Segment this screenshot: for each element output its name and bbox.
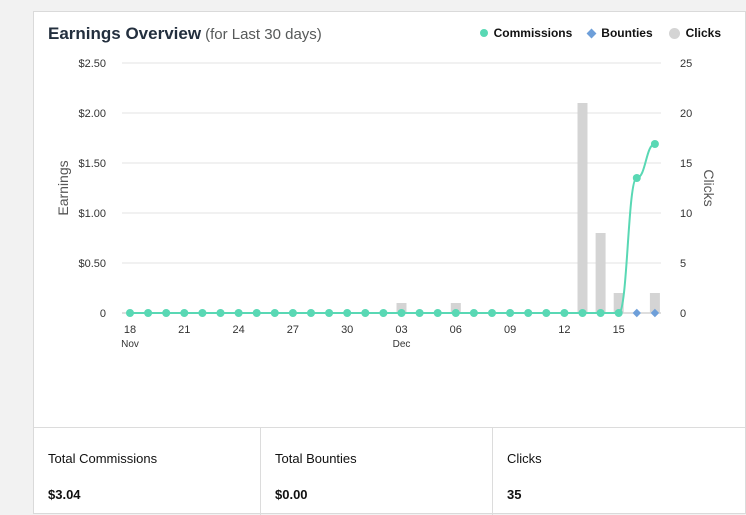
commissions-point xyxy=(252,309,261,317)
stat-value: $0.00 xyxy=(275,487,308,502)
card-header: Earnings Overview (for Last 30 days) xyxy=(48,24,745,48)
y-tick-label: $2.00 xyxy=(78,108,106,120)
y2-tick-label: 10 xyxy=(680,208,692,220)
stat-total-commissions: Total Commissions $3.04 xyxy=(34,428,260,515)
stat-value: $3.04 xyxy=(48,487,81,502)
y-tick-label: $0.50 xyxy=(78,258,106,270)
legend-label-commissions: Commissions xyxy=(493,26,573,40)
legend-item-clicks[interactable]: Clicks xyxy=(668,26,721,40)
x-tick-label: 21 xyxy=(178,324,190,336)
y-axis-title: Earnings xyxy=(55,160,71,215)
commissions-point xyxy=(524,309,533,317)
y-tick-label: 0 xyxy=(100,308,106,320)
y2-axis-title: Clicks xyxy=(701,169,717,206)
commissions-point xyxy=(596,309,605,317)
page-title: Earnings Overview xyxy=(48,24,202,43)
legend-label-clicks: Clicks xyxy=(685,26,721,40)
clicks-bar xyxy=(649,293,660,313)
earnings-overview-card: Earnings Overview (for Last 30 days) Comm… xyxy=(33,11,746,515)
commissions-point xyxy=(451,309,460,317)
bounties-point xyxy=(632,308,642,318)
commissions-line xyxy=(129,143,656,314)
y-tick-label: $1.50 xyxy=(78,158,106,170)
stat-label: Clicks xyxy=(507,451,542,466)
commissions-point xyxy=(632,174,641,182)
commissions-point xyxy=(126,309,134,317)
commissions-dot-icon xyxy=(479,29,488,37)
clicks-bar xyxy=(595,233,606,313)
commissions-point xyxy=(162,309,171,317)
stats-divider xyxy=(34,427,745,428)
x-tick-label: 18 xyxy=(124,324,136,336)
stats-row: Total Commissions $3.04 Total Bounties $… xyxy=(34,428,745,515)
commissions-point xyxy=(506,309,515,317)
earnings-chart: $2.50 $2.00 $1.50 $1.00 $0.50 0 25 20 15 10 5 0 Earn… xyxy=(55,58,717,350)
clicks-bar xyxy=(613,293,624,313)
stat-label: Total Commissions xyxy=(48,451,158,466)
commissions-point xyxy=(180,309,189,317)
clicks-dot-icon xyxy=(668,27,680,39)
y2-tick-label: 15 xyxy=(680,158,692,170)
y2-tick-label: 5 xyxy=(680,258,686,270)
commissions-point xyxy=(650,140,659,148)
commissions-point xyxy=(488,309,496,317)
commissions-point xyxy=(469,309,478,317)
clicks-bar xyxy=(396,303,407,313)
commissions-point xyxy=(343,309,352,317)
commissions-point xyxy=(216,309,225,317)
x-tick-label: 24 xyxy=(232,324,244,336)
y-tick-label: $2.50 xyxy=(78,58,106,70)
legend-item-commissions[interactable]: Commissions xyxy=(479,26,573,40)
commissions-point xyxy=(325,309,334,317)
x-tick-label: 09 xyxy=(504,324,516,336)
x-tick-label: 27 xyxy=(287,324,299,336)
bounties-point xyxy=(650,308,660,318)
commissions-point xyxy=(397,309,406,317)
stat-value: 35 xyxy=(507,487,522,502)
commissions-point xyxy=(415,309,424,317)
y2-tick-label: 25 xyxy=(680,58,692,70)
clicks-bar xyxy=(450,303,461,313)
commissions-point xyxy=(560,309,569,317)
commissions-point xyxy=(234,309,243,317)
commissions-point xyxy=(542,309,551,317)
legend-item-bounties[interactable]: Bounties xyxy=(586,26,653,40)
x-tick-label: 15 xyxy=(613,324,625,336)
commissions-point xyxy=(379,309,388,317)
commissions-point xyxy=(307,309,315,317)
x-tick-label: 12 xyxy=(558,324,570,336)
clicks-bar xyxy=(577,103,588,313)
stat-total-bounties: Total Bounties $0.00 xyxy=(260,428,492,515)
y2-tick-label: 20 xyxy=(680,108,692,120)
commissions-point xyxy=(578,309,587,317)
commissions-point xyxy=(270,309,279,317)
commissions-point xyxy=(144,309,153,317)
stat-label: Total Bounties xyxy=(275,451,357,466)
y-tick-label: $1.00 xyxy=(78,208,106,220)
x-tick-sublabel: Dec xyxy=(393,339,411,350)
commissions-point xyxy=(288,309,297,317)
page-subtitle: (for Last 30 days) xyxy=(205,26,322,43)
legend-label-bounties: Bounties xyxy=(601,26,653,40)
x-tick-sublabel: Nov xyxy=(121,339,139,350)
x-tick-label: 30 xyxy=(341,324,353,336)
x-tick-label: 03 xyxy=(395,324,407,336)
x-tick-label: 06 xyxy=(450,324,462,336)
y2-tick-label: 0 xyxy=(680,308,686,320)
commissions-point xyxy=(361,309,370,317)
commissions-point xyxy=(614,309,623,317)
chart-legend: Commissions Bounties Clicks xyxy=(479,26,721,40)
stat-clicks: Clicks 35 xyxy=(492,428,745,515)
commissions-point xyxy=(433,309,442,317)
commissions-point xyxy=(198,309,207,317)
